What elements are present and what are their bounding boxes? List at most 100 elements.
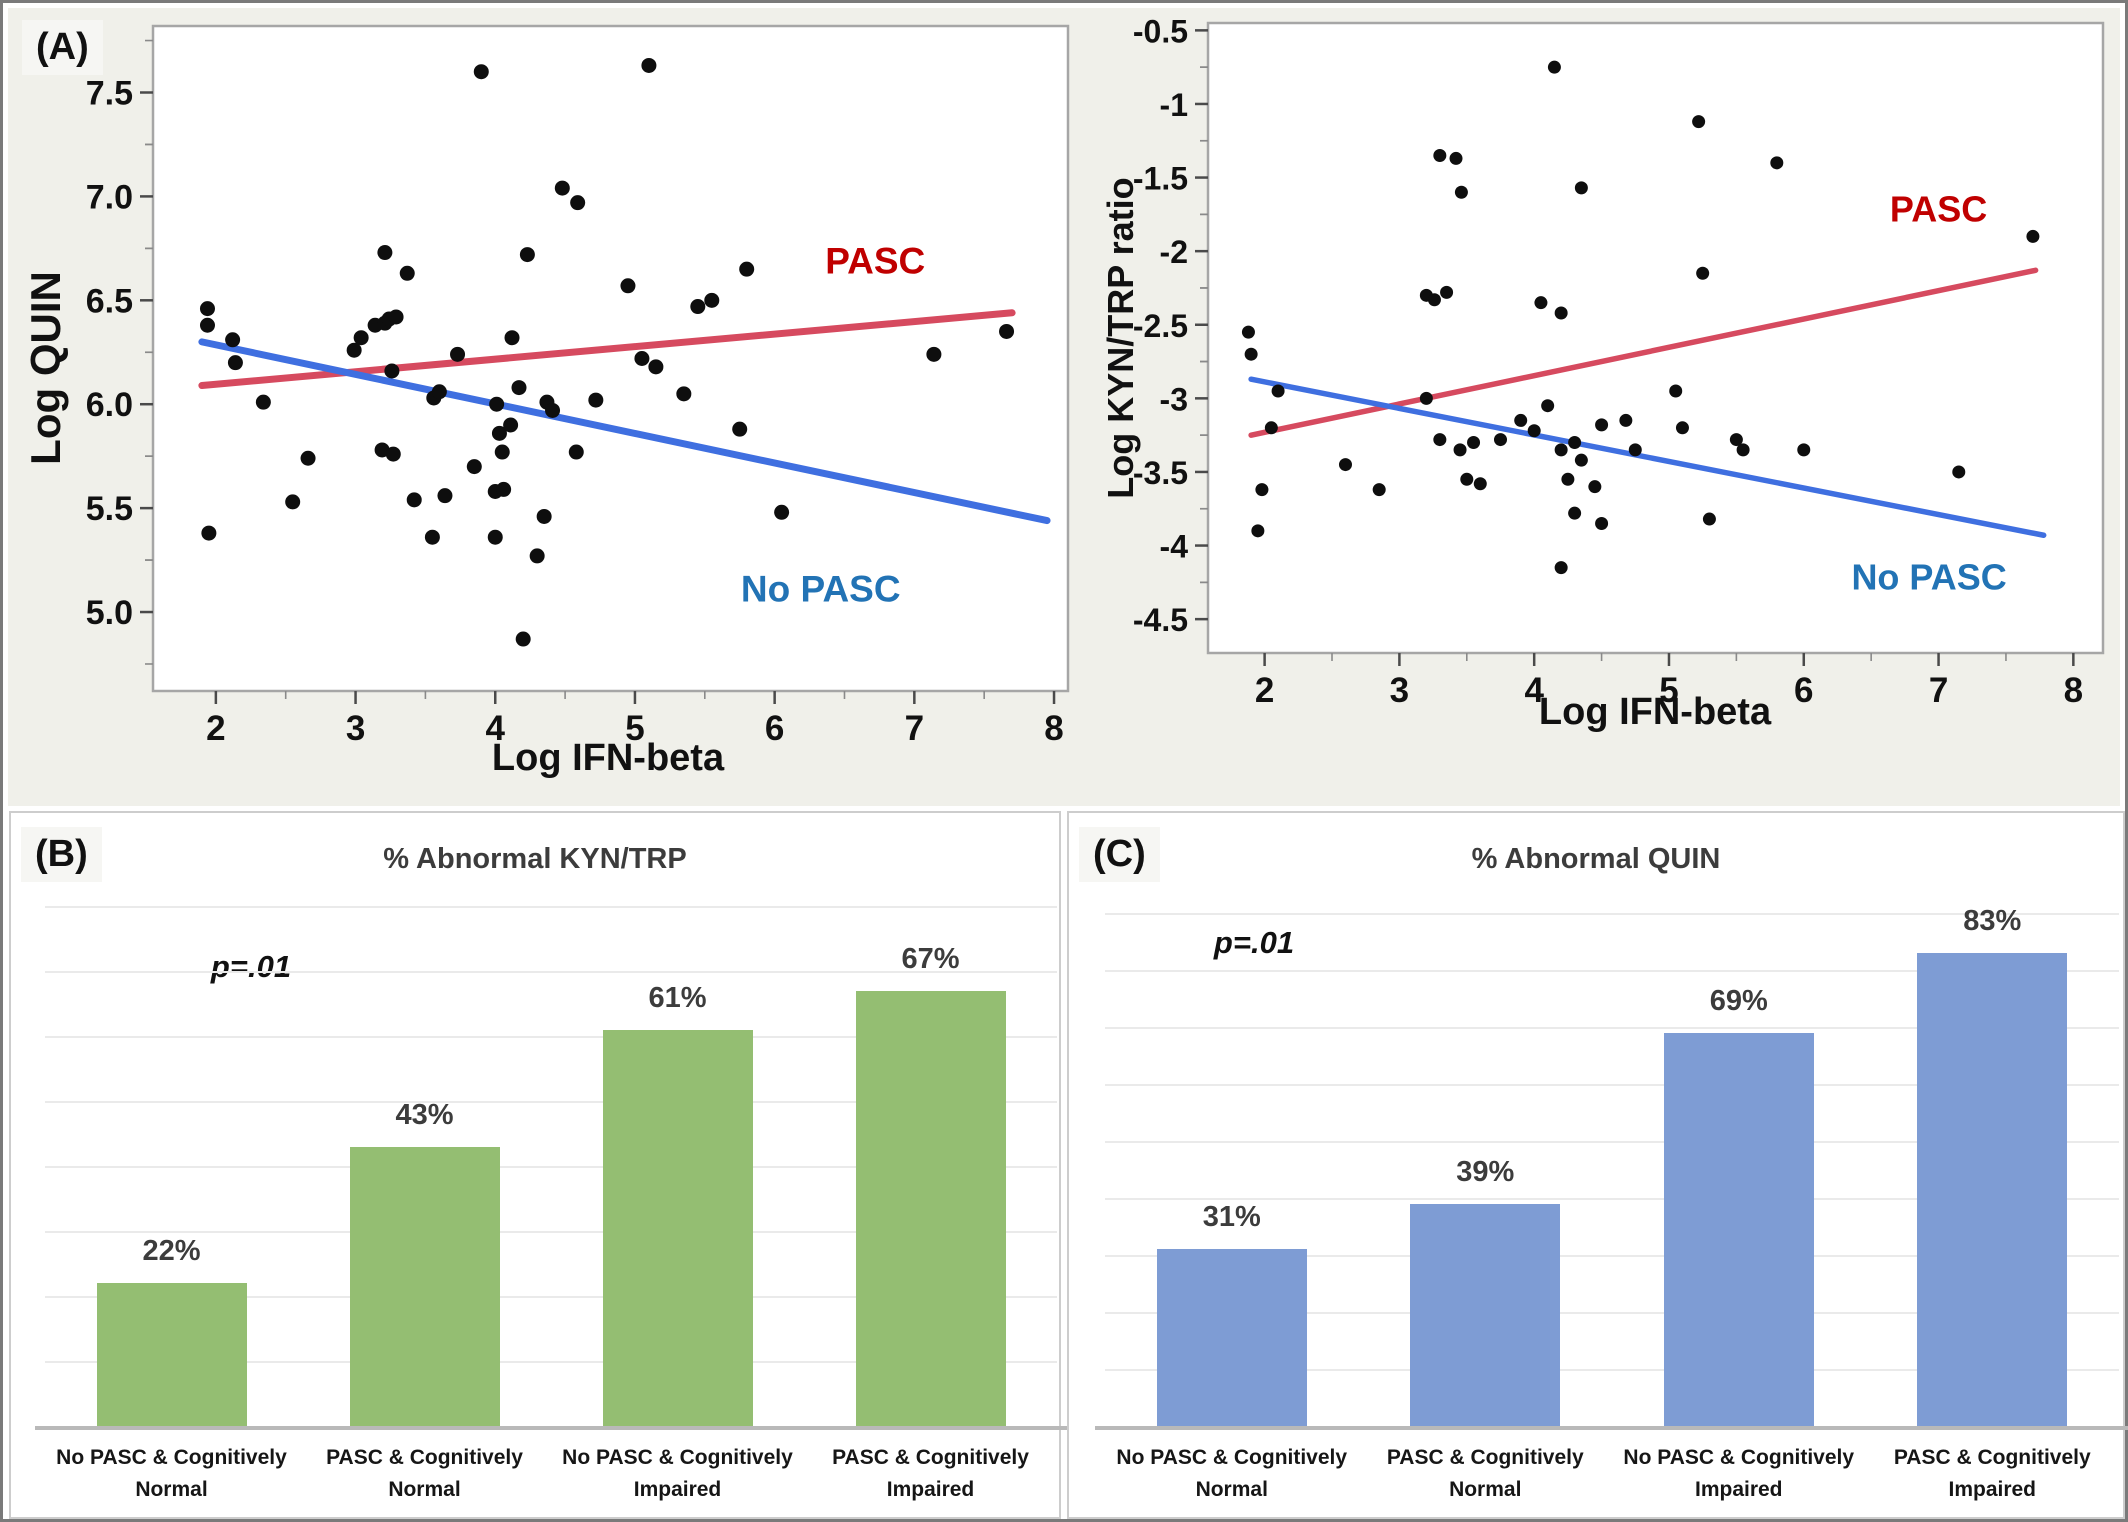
scatter-point: [504, 330, 520, 346]
bar-b-2: [349, 1146, 500, 1426]
scatter-plot-frame: [151, 24, 1070, 693]
scatter-point: [1628, 443, 1642, 457]
scatter-point: [1595, 516, 1609, 530]
scatter-point: [1372, 483, 1386, 497]
scatter-point: [496, 481, 512, 497]
scatter-point: [641, 57, 657, 73]
bar-c-4: [1917, 952, 2068, 1426]
gridline: [1105, 1369, 2119, 1371]
scatter-point: [255, 394, 271, 410]
bar-value-label: 69%: [1709, 984, 1768, 1017]
y-tick-label: -1.5: [1133, 161, 1188, 197]
scatter-point: [1473, 477, 1487, 491]
scatter-point: [1595, 418, 1609, 432]
bar-value-label: 39%: [1456, 1155, 1515, 1188]
y-tick-label: -3.5: [1133, 455, 1188, 491]
bar-b-1: [96, 1283, 247, 1426]
x-axis-title: Log IFN-beta: [492, 737, 725, 779]
scatter-point: [225, 332, 241, 348]
scatter-point: [1729, 433, 1743, 447]
panel-a-label: (A): [22, 20, 103, 75]
scatter-point: [1588, 480, 1602, 494]
bar-chart-title-b: % Abnormal KYN/TRP: [383, 843, 687, 875]
x-tick-label: 4: [486, 709, 506, 748]
bar-c-1: [1156, 1249, 1307, 1426]
scatter-point: [227, 355, 243, 371]
gridline: [45, 1166, 1057, 1168]
gridline: [1105, 913, 2119, 915]
scatter-point: [1554, 443, 1568, 457]
scatter-point: [1541, 399, 1555, 413]
scatter-point: [399, 265, 415, 281]
no-pasc-line-label: No PASC: [741, 569, 901, 610]
bar-category-label: PASC & Cognitively Impaired: [832, 1446, 1029, 1501]
scatter-point: [1467, 436, 1481, 450]
panel-a-scatter-section: (A) 2 3 4 5 6 7 8 5.0 5.5 6.0 6.5 7.0 7.5 PASC No PASC…: [8, 8, 2120, 806]
y-tick-label: 7.5: [86, 75, 133, 113]
scatter-point: [384, 363, 400, 379]
y-tick-label: -2: [1160, 234, 1188, 270]
scatter-point: [588, 392, 604, 408]
scatter-point: [1433, 148, 1447, 162]
x-tick-label: 5: [1659, 671, 1678, 710]
bar-category-label: No PASC & Cognitively Normal: [56, 1446, 287, 1501]
x-tick-label: 3: [1390, 671, 1409, 710]
scatter-point: [515, 631, 531, 647]
y-tick-label: -1: [1160, 87, 1188, 123]
scatter-point: [732, 421, 748, 437]
scatter-point: [1574, 453, 1588, 467]
scatter-point: [1574, 181, 1588, 195]
scatter-point: [1251, 524, 1265, 538]
y-axis-title: Log KYN/TRP ratio: [1100, 177, 1141, 498]
scatter-point: [1568, 436, 1582, 450]
x-tick-label: 7: [905, 709, 924, 748]
scatter-point: [199, 317, 215, 333]
scatter-point: [554, 180, 570, 196]
bar-c-2: [1410, 1203, 1561, 1426]
bar-category-label: PASC & Cognitively Normal: [326, 1446, 523, 1501]
scatter-point: [353, 330, 369, 346]
bar-chart-baseline: [1095, 1426, 2128, 1430]
scatter-point: [1736, 443, 1750, 457]
y-axis-title: Log QUIN: [22, 271, 69, 465]
scatter-point: [503, 417, 519, 433]
bar-category-label: No PASC & Cognitively Normal: [1116, 1446, 1348, 1501]
scatter-point: [1770, 156, 1784, 170]
scatter-point: [774, 504, 790, 520]
gridline: [45, 1296, 1057, 1298]
p-value-label-c: p=.01: [1213, 925, 1295, 960]
no-pasc-line-label: No PASC: [1851, 557, 2006, 598]
y-tick-label: 5.5: [86, 490, 133, 528]
scatter-plots-canvas: 2 3 4 5 6 7 8 5.0 5.5 6.0 6.5 7.0 7.5 PASC No PASC Log …: [22, 13, 2105, 779]
scatter-point: [1264, 421, 1278, 435]
y-tick-label: 6.5: [86, 282, 133, 320]
scatter-point: [473, 64, 489, 80]
scatter-point: [568, 444, 584, 460]
gridline: [1105, 1141, 2119, 1143]
scatter-point: [1493, 433, 1507, 447]
gridline: [45, 1361, 1057, 1363]
scatter-point: [1568, 506, 1582, 520]
scatter-point: [1433, 433, 1447, 447]
no-pasc-trend-line: [1248, 376, 2047, 538]
x-tick-label: 8: [1044, 709, 1063, 748]
y-tick-label: -4: [1160, 529, 1189, 565]
scatter-point: [346, 342, 362, 358]
no-pasc-trend-line: [198, 338, 1051, 525]
scatter-point: [1419, 391, 1433, 405]
x-axis-title: Log IFN-beta: [1539, 691, 1772, 733]
scatter-point: [1675, 421, 1689, 435]
gridline: [1105, 1312, 2119, 1314]
scatter-point: [199, 301, 215, 317]
scatter-point: [300, 450, 316, 466]
gridline: [1105, 1084, 2119, 1086]
scatter-point: [1427, 293, 1441, 307]
scatter-point: [1527, 424, 1541, 438]
x-tick-label: 2: [1255, 671, 1274, 710]
scatter-point: [1534, 296, 1548, 310]
scatter-point: [285, 494, 301, 510]
bar-value-label: 67%: [901, 942, 960, 975]
y-tick-label: 7.0: [86, 178, 133, 216]
x-tick-label: 6: [765, 709, 784, 748]
